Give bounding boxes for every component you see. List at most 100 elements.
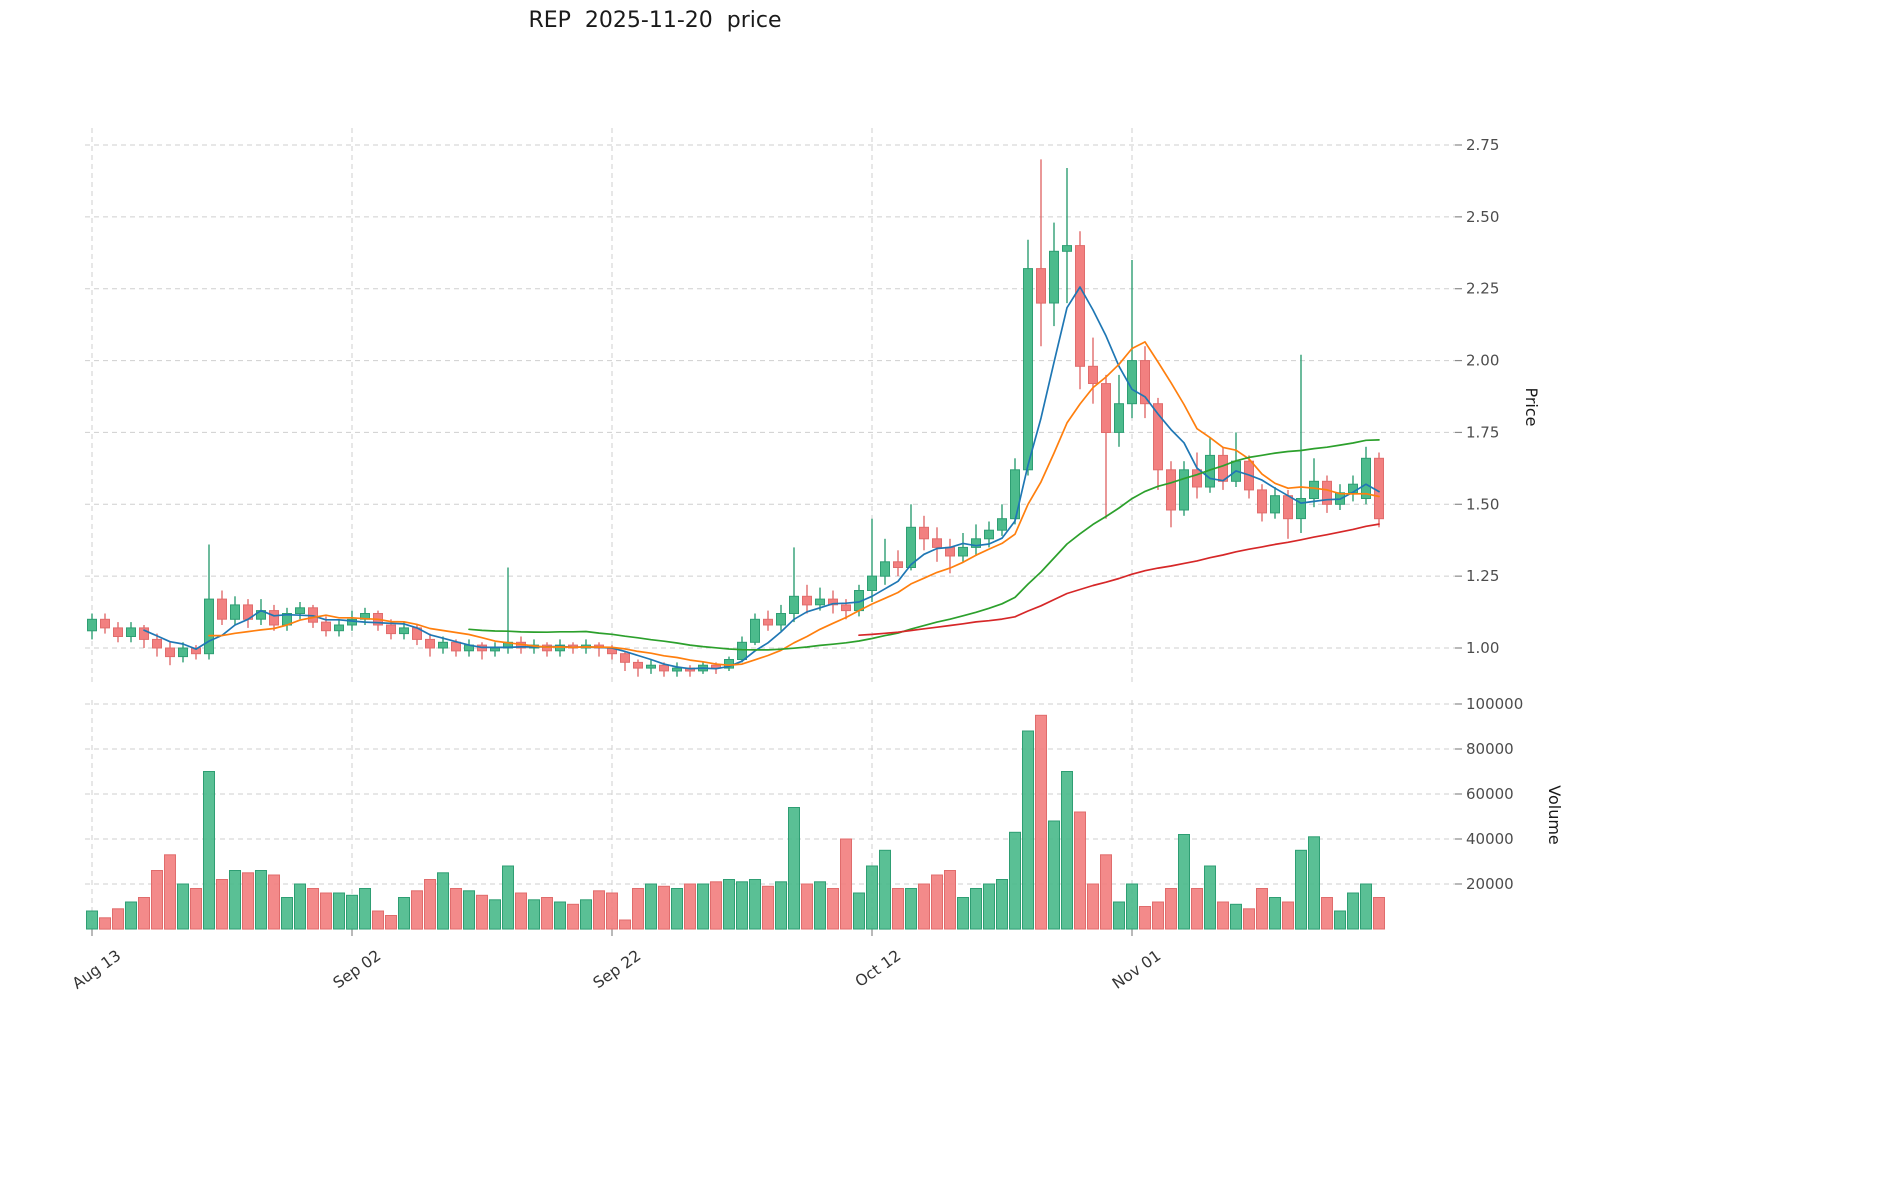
volume-bar [333,892,345,930]
volume-tick-label: 60000 [1466,785,1514,803]
candle-body [1322,480,1332,505]
candle-body [87,618,97,632]
candle-body [1361,457,1371,499]
candle-body [165,647,175,658]
candle-body [191,647,201,655]
candle-body [672,667,682,672]
candle-body [1283,495,1293,520]
volume-bar [970,888,982,930]
candle-body [1374,457,1384,520]
volume-bar [658,885,670,930]
volume-bar [255,870,267,930]
volume-bar [1113,901,1125,930]
volume-bar [151,870,163,930]
volume-bar [645,883,657,930]
date-tick-label: Nov 01 [1109,947,1164,993]
volume-bar [762,885,774,930]
volume-bar [814,881,826,930]
volume-bar [840,838,852,930]
volume-bar [112,908,124,930]
price-tick-label: 2.25 [1466,280,1499,298]
volume-bar [983,883,995,930]
volume-bar [1061,771,1073,930]
price-tick-label: 2.00 [1466,352,1499,370]
volume-bar [372,910,384,930]
volume-bar [697,883,709,930]
volume-bar [489,899,501,930]
volume-tick-label: 20000 [1466,875,1514,893]
volume-bar [1334,910,1346,930]
volume-bar [1178,834,1190,930]
candle-body [776,613,786,626]
candle-body [1153,403,1163,471]
price-tick-label: 2.50 [1466,208,1499,226]
price-tick-label: 1.75 [1466,423,1499,441]
volume-bar [1269,897,1281,930]
candle-body [841,604,851,612]
volume-bar [866,865,878,930]
candle-body [490,647,500,652]
volume-bar [723,879,735,930]
volume-bar [1087,883,1099,930]
volume-bar [346,894,358,930]
volume-bar [736,881,748,930]
ma-60-line [858,523,1380,637]
candle-body [750,618,760,643]
volume-bar [1360,883,1372,930]
candle-body [295,607,305,614]
candle-body [815,598,825,606]
ma-30-line [468,439,1380,651]
volume-bar [294,883,306,930]
candle-body [139,627,149,640]
date-tick-label: Sep 02 [330,947,384,993]
date-tick-label: Oct 12 [852,947,904,991]
volume-bar [1204,865,1216,930]
chart-title: REP 2025-11-20 price [528,8,782,33]
candle-body [555,644,565,652]
volume-bar [99,917,111,930]
candle-body [737,641,747,660]
volume-bar [931,874,943,930]
volume-tick-label: 80000 [1466,740,1514,758]
volume-bar [190,888,202,930]
candle-body [425,638,435,649]
volume-bar [1191,888,1203,930]
volume-bar [1256,888,1268,930]
volume-bar [1139,906,1151,930]
candle-body [763,618,773,626]
date-tick-label: Aug 13 [69,947,124,993]
volume-bar [437,872,449,930]
volume-bar [1152,901,1164,930]
price-tick-label: 1.50 [1466,495,1499,513]
volume-bar [554,901,566,930]
candle-body [1140,360,1150,405]
volume-bar [476,894,488,930]
candle-body [334,624,344,632]
candle-body [1023,268,1033,471]
candle-body [204,598,214,655]
candle-body [945,546,955,557]
candle-body [230,604,240,620]
candle-body [217,598,227,620]
volume-bar [359,888,371,930]
candle-body [984,529,994,540]
volume-bar [450,888,462,930]
volume-bar [1282,901,1294,930]
volume-bar [463,890,475,930]
volume-bar [1373,897,1385,930]
candle-body [867,575,877,591]
candle-body [399,627,409,635]
candle-body [659,664,669,672]
candle-body [1179,469,1189,511]
volume-bar [138,897,150,930]
candle-body [932,538,942,548]
volume-bar [892,888,904,930]
volume-bar [1074,811,1086,930]
candle-body [321,621,331,632]
volume-bar [1217,901,1229,930]
volume-bar [1308,836,1320,930]
volume-bar [1126,883,1138,930]
candle-body [1049,250,1059,304]
